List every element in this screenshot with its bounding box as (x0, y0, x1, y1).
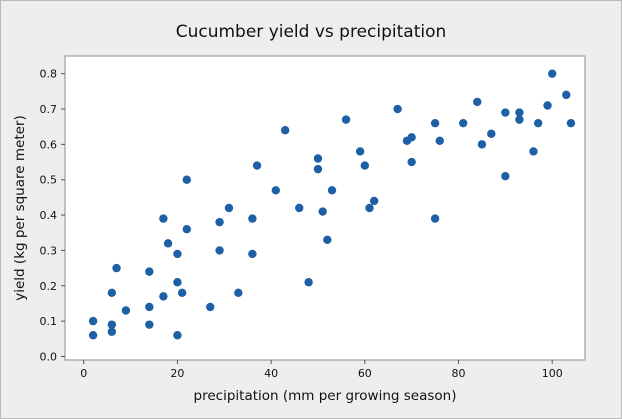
data-point (280, 126, 290, 135)
data-point (182, 225, 192, 234)
data-point (159, 214, 168, 223)
data-point (365, 203, 374, 213)
data-point (501, 171, 510, 181)
data-point (234, 288, 243, 298)
data-point (112, 263, 121, 273)
data-point (533, 118, 543, 128)
data-point (173, 278, 182, 287)
data-point (327, 186, 337, 195)
data-point (88, 331, 98, 340)
data-point (515, 115, 524, 124)
data-point (145, 267, 154, 276)
data-point (88, 316, 98, 326)
y-axis-label: yield (kg per square meter) (12, 115, 28, 300)
data-point (182, 175, 192, 184)
data-point (501, 108, 510, 117)
data-point (295, 203, 304, 213)
data-point (562, 90, 571, 100)
data-point (224, 203, 234, 213)
x-tick-label: 60 (358, 367, 372, 380)
data-point (159, 292, 168, 301)
data-point (393, 104, 402, 114)
data-point (313, 154, 323, 163)
data-point (107, 288, 117, 298)
y-tick-label: 0.1 (40, 315, 58, 328)
data-point (107, 327, 117, 336)
data-point (407, 157, 416, 167)
data-point (206, 302, 215, 312)
x-axis-label: precipitation (mm per growing season) (194, 388, 457, 404)
data-point (487, 129, 496, 138)
y-tick-label: 0.2 (40, 280, 58, 293)
data-point (173, 331, 182, 340)
data-point (360, 161, 370, 170)
data-point (369, 196, 379, 206)
data-point (548, 69, 557, 78)
chart-title: Cucumber yield vs precipitation (176, 22, 447, 42)
data-point (107, 320, 117, 329)
data-point (341, 115, 351, 124)
data-point (215, 217, 224, 227)
x-axis-ticks: 0 20 40 60 80 100 (80, 360, 563, 380)
data-point (355, 147, 365, 156)
data-point (304, 278, 313, 287)
data-point (435, 136, 444, 146)
data-point (543, 101, 552, 110)
y-tick-label: 0.4 (40, 209, 58, 222)
data-point (252, 161, 262, 170)
data-point (458, 118, 468, 128)
data-point (163, 239, 173, 248)
x-tick-label: 100 (542, 367, 563, 380)
data-point (248, 214, 257, 223)
data-point (215, 246, 224, 255)
data-point (473, 97, 482, 107)
data-point (313, 164, 323, 174)
data-point (318, 207, 327, 216)
y-tick-label: 0.8 (40, 68, 58, 81)
y-tick-label: 0.5 (40, 174, 58, 187)
data-point (173, 249, 182, 259)
data-point (477, 140, 487, 149)
x-tick-label: 20 (170, 367, 184, 380)
data-point (177, 288, 187, 298)
data-point (145, 302, 154, 312)
y-tick-label: 0.7 (40, 103, 58, 116)
x-tick-label: 40 (264, 367, 278, 380)
data-point (121, 306, 131, 315)
data-point (430, 118, 440, 128)
data-point (407, 133, 416, 142)
y-tick-label: 0.6 (40, 138, 58, 151)
data-points (88, 69, 576, 340)
x-tick-label: 0 (80, 367, 87, 380)
data-point (529, 147, 538, 156)
y-axis-ticks: 0.0 0.1 0.2 0.3 0.4 0.5 0.6 0.7 0.8 (40, 68, 65, 363)
plot-area (64, 55, 586, 361)
data-point (430, 214, 440, 223)
data-point (271, 186, 281, 195)
x-tick-label: 80 (452, 367, 466, 380)
data-point (248, 249, 257, 259)
y-tick-label: 0.3 (40, 244, 58, 257)
data-point (145, 320, 154, 329)
data-point (566, 118, 576, 128)
data-point (323, 235, 332, 245)
y-tick-label: 0.0 (40, 350, 58, 363)
data-point (515, 108, 524, 117)
